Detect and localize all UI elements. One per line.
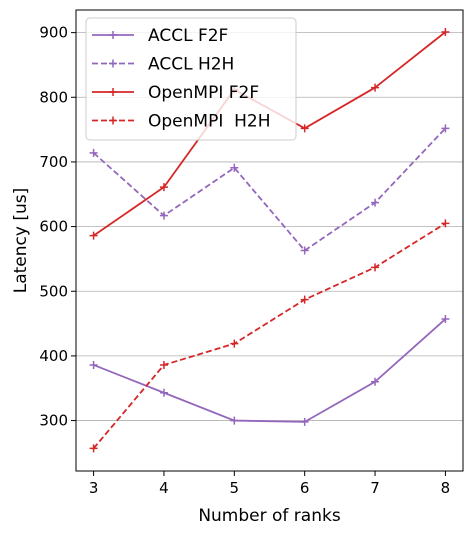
legend-marker xyxy=(109,88,117,96)
y-tick-label: 800 xyxy=(39,88,68,106)
data-point xyxy=(89,231,98,240)
data-point xyxy=(300,246,309,255)
y-tick-label: 900 xyxy=(39,24,68,42)
legend-marker xyxy=(109,59,117,68)
series-accl-f2f xyxy=(89,315,450,426)
series-line xyxy=(92,222,446,449)
data-point xyxy=(230,339,239,348)
x-tick-label: 8 xyxy=(441,479,451,497)
x-tick-label: 6 xyxy=(300,479,310,497)
data-point xyxy=(441,27,450,36)
data-point xyxy=(159,360,168,369)
data-point xyxy=(89,444,98,453)
data-point xyxy=(159,388,168,397)
data-point xyxy=(371,263,380,272)
series-accl-h2h xyxy=(89,124,450,255)
data-point xyxy=(441,124,450,133)
data-point xyxy=(230,163,239,172)
y-tick-label: 400 xyxy=(39,347,68,365)
series-line xyxy=(93,318,447,423)
x-tick-label: 4 xyxy=(159,479,169,497)
data-point xyxy=(441,315,450,324)
x-tick-label: 5 xyxy=(230,479,240,497)
data-point xyxy=(300,124,309,133)
series-openmpi-h2h xyxy=(89,219,450,453)
data-point xyxy=(230,416,239,425)
legend-entry: ACCL F2F xyxy=(148,26,228,46)
data-point xyxy=(89,360,98,369)
data-point xyxy=(371,377,380,386)
y-tick-label: 600 xyxy=(39,218,68,236)
x-tick-label: 3 xyxy=(89,479,99,497)
legend-marker xyxy=(109,31,117,39)
y-tick-label: 700 xyxy=(39,153,68,171)
series-line xyxy=(92,127,447,252)
axis-ticks: 300 400 500 600 700 800 900 3 4 5 6 7 8 xyxy=(39,24,450,497)
legend-entry: OpenMPI F2F xyxy=(148,83,259,103)
y-tick-label: 500 xyxy=(39,282,68,300)
y-tick-label: 300 xyxy=(39,412,68,430)
data-point xyxy=(300,295,309,304)
data-point xyxy=(441,219,450,228)
data-point xyxy=(159,183,168,192)
plot-frame xyxy=(75,9,464,472)
data-point xyxy=(89,148,98,157)
legend: ACCL F2F ACCL H2H OpenMPI F2F OpenMPI H2H xyxy=(85,17,297,141)
data-point xyxy=(371,198,380,207)
data-point xyxy=(300,417,309,426)
y-axis-label: Latency [us] xyxy=(11,188,31,294)
legend-box xyxy=(85,17,297,141)
legend-entry: OpenMPI H2H xyxy=(148,112,271,132)
data-point xyxy=(159,211,168,220)
legend-entry: ACCL H2H xyxy=(148,55,234,75)
x-axis-label: Number of ranks xyxy=(198,506,341,526)
x-tick-label: 7 xyxy=(370,479,380,497)
legend-marker xyxy=(109,116,117,125)
data-point xyxy=(371,83,380,92)
